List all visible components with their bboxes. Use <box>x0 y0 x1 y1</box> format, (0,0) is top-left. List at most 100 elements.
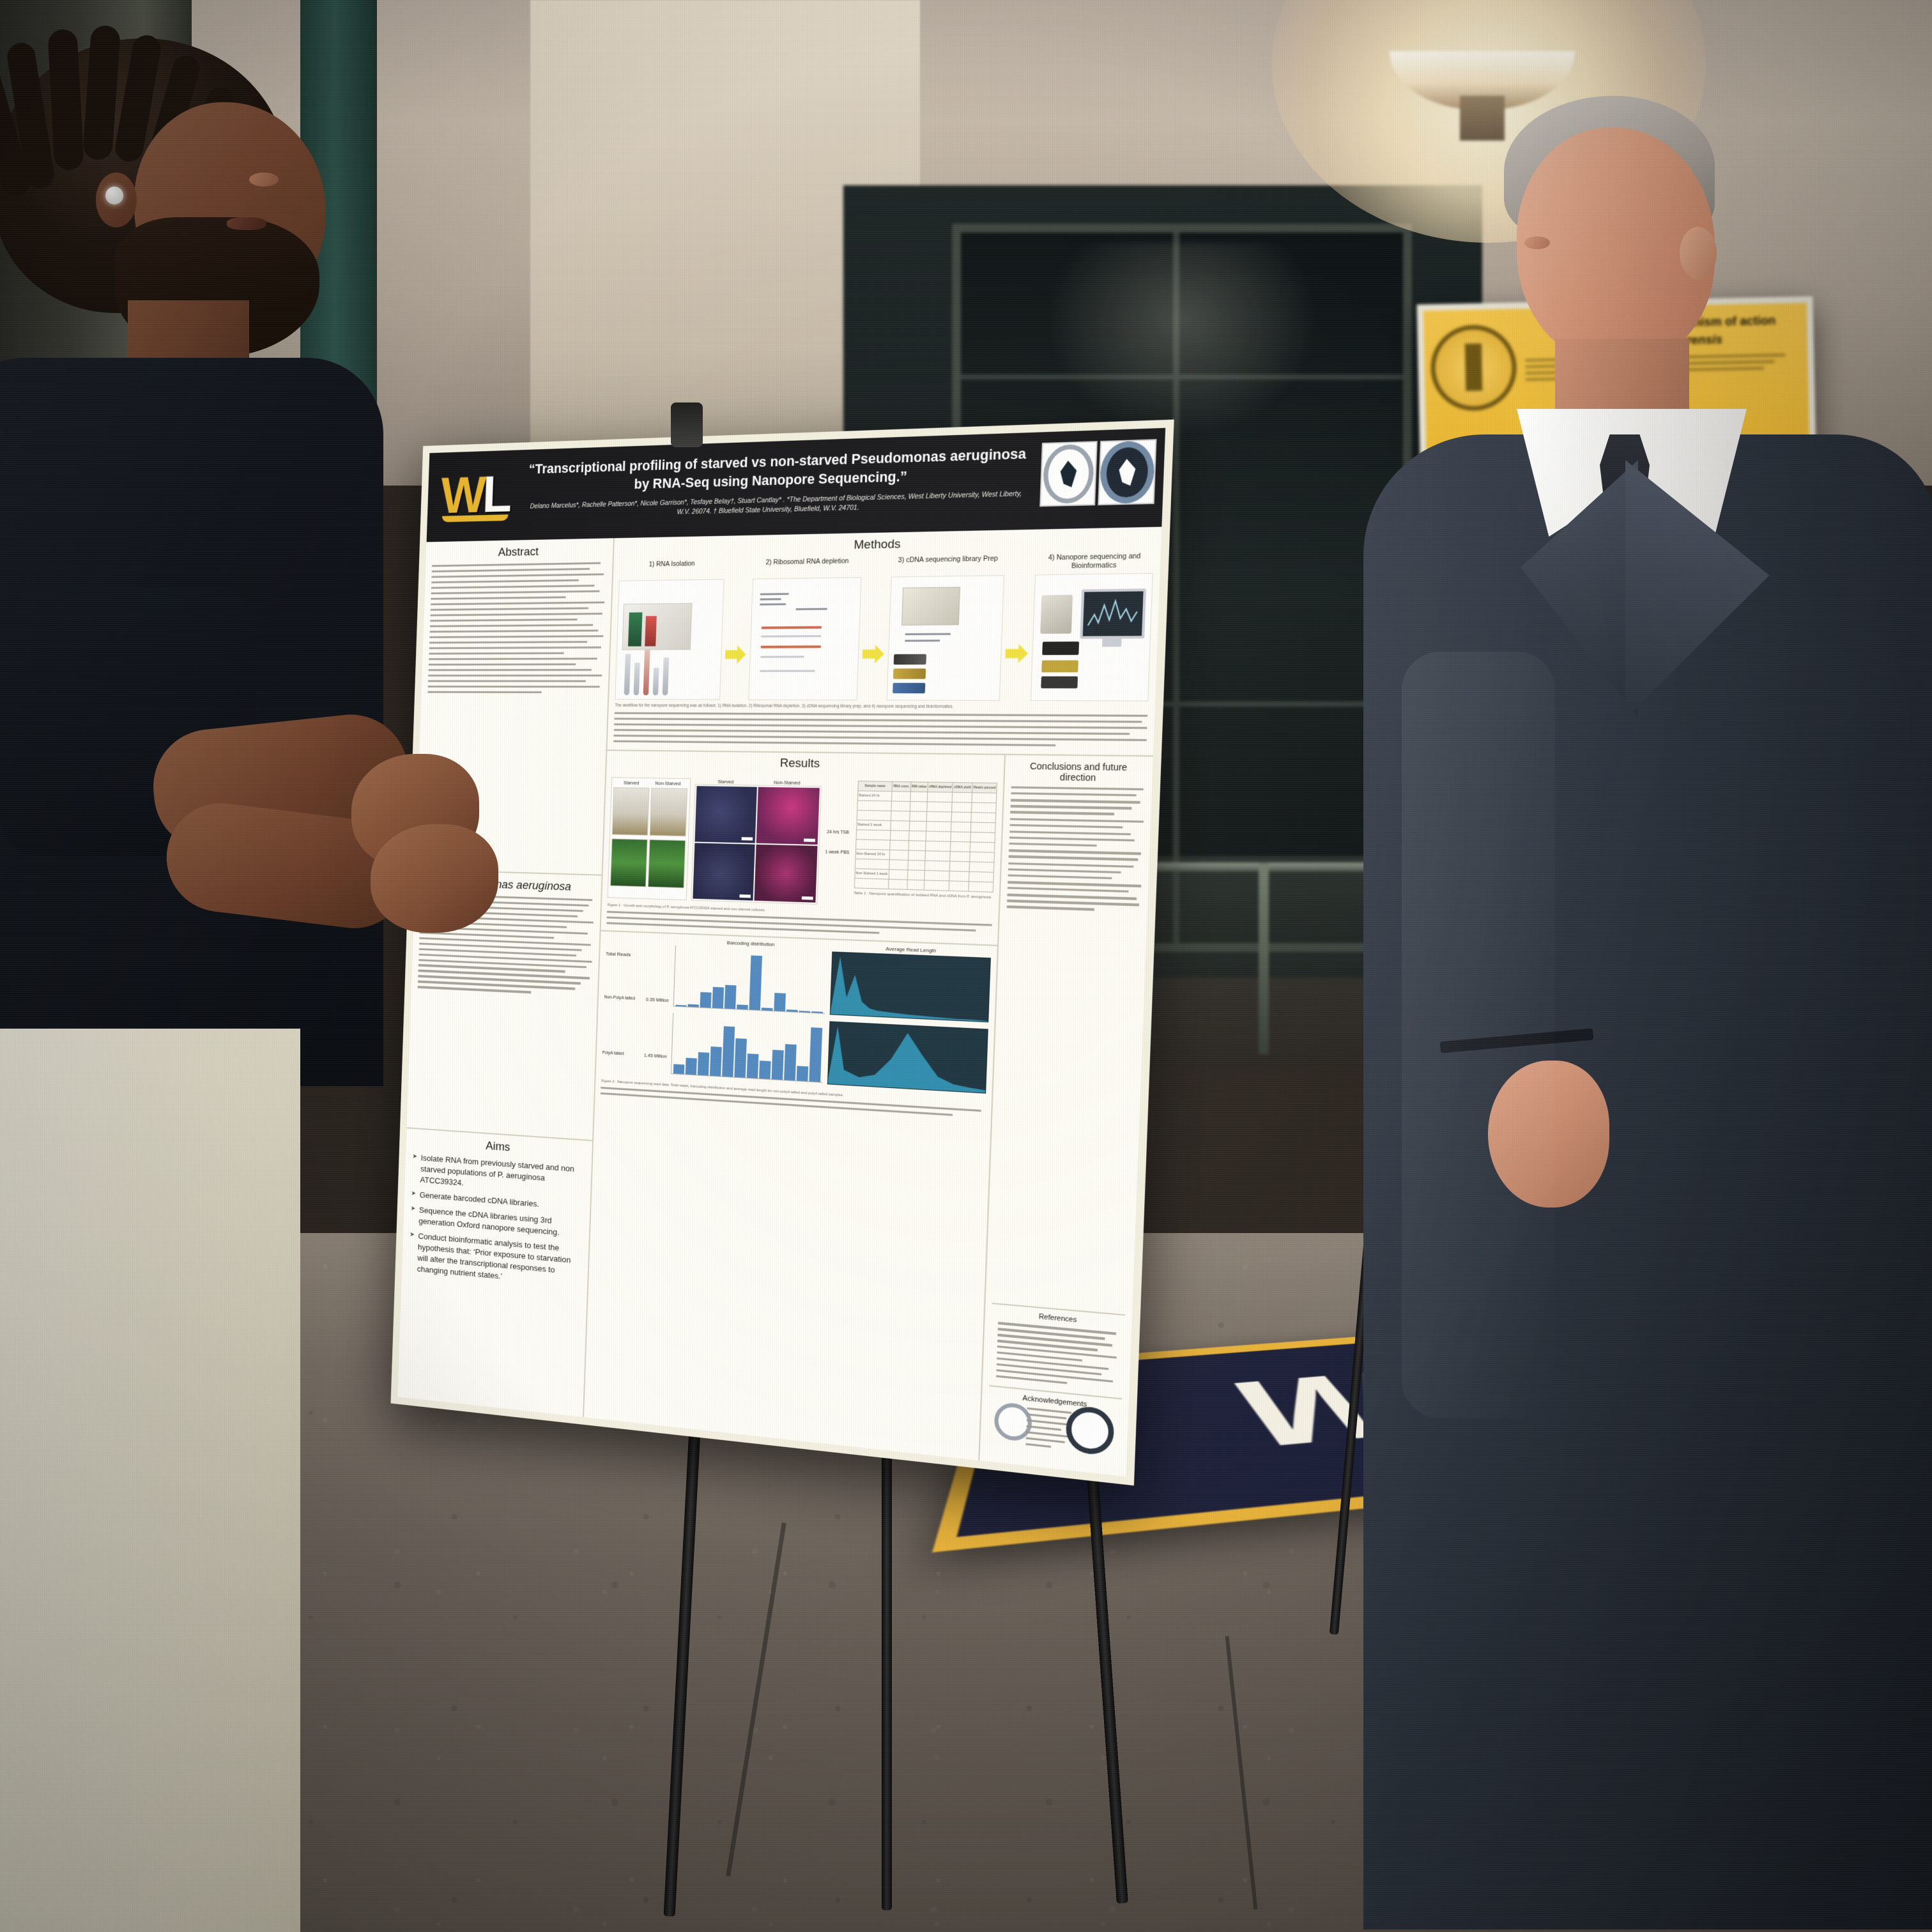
west-liberty-university-seal-icon <box>1039 441 1098 507</box>
presenter-trousers <box>0 1029 300 1932</box>
chart-bar <box>759 1060 771 1079</box>
chart-bar <box>811 1011 824 1013</box>
chart-bar <box>796 1066 809 1082</box>
micro-row-label: 24 hrs TSB <box>827 830 850 836</box>
chart-bar <box>809 1027 823 1082</box>
table-column-header: RIN value <box>910 781 928 792</box>
conclusions-item <box>1006 894 1141 912</box>
chart-bar <box>774 992 786 1011</box>
barcoding-chart-nonpolya <box>673 945 827 1014</box>
acknowledgements-section: Acknowledgements <box>986 1384 1123 1471</box>
barcoding-charts: Barcoding distribution <box>671 938 827 1084</box>
chart-bar <box>762 1007 773 1011</box>
read-row-label: Non-PolyA tailed <box>604 995 635 1002</box>
easel-leg <box>882 1425 892 1910</box>
table-column-header: cDNA yield <box>952 782 972 793</box>
conclusions-item <box>1011 786 1145 797</box>
conclusions-item <box>1010 799 1144 816</box>
conclusions-item <box>1007 881 1142 893</box>
methods-step-label: 3) cDNA sequencing library Prep <box>898 555 999 565</box>
read-length-hist-nonpolya <box>830 951 992 1023</box>
visitor-hand <box>1488 1061 1609 1208</box>
read-length-charts: Average Read Length <box>827 944 992 1094</box>
growth-col-label: Starved <box>623 779 640 786</box>
student-presenter <box>0 24 498 1932</box>
methods-step-label: 2) Ribosomal RNA depletion <box>765 557 849 567</box>
conclusions-column: Conclusions and future direction <box>979 755 1153 1476</box>
conclusions-item <box>1009 818 1144 829</box>
methods-steps: 1) RNA Isolation <box>615 552 1154 702</box>
earring-icon <box>105 187 123 204</box>
chart-bar <box>710 1046 723 1077</box>
read-length-hist-polya <box>827 1021 988 1094</box>
chart-bar <box>799 1010 811 1013</box>
microscopy-figure <box>691 784 822 905</box>
results-heading: Results <box>779 756 820 770</box>
methods-arrow-icon <box>862 643 884 665</box>
chart-bar <box>737 1004 749 1010</box>
methods-caption: The workflow for the nanopore sequencing… <box>613 703 1148 747</box>
chart-bar <box>784 1043 797 1081</box>
methods-step-label: 1) RNA Isolation <box>648 560 695 569</box>
methods-step: 2) Ribosomal RNA depletion <box>747 557 862 701</box>
chart-bar <box>734 1038 747 1078</box>
methods-step-figure <box>615 579 724 700</box>
presenter-nose <box>249 172 279 187</box>
methods-step-figure <box>747 577 862 701</box>
table-column-header: rRNA depleted <box>927 782 953 793</box>
growth-col-label: Non-Starved <box>655 780 681 786</box>
door-light-glow <box>1048 243 1316 434</box>
conclusions-item <box>1008 862 1142 880</box>
poster-body: Abstract Pseudomonas aeruginosa <box>397 526 1162 1477</box>
table-row-group: Starved 1 week <box>856 820 891 831</box>
chart-bar <box>786 1009 798 1012</box>
table-row-group: Starved 24 hr <box>857 790 893 801</box>
conclusions-heading: Conclusions and future direction <box>1029 760 1128 783</box>
results-section: Results Starved Non-Starved <box>584 751 1006 1461</box>
sconce-stem <box>1460 96 1505 141</box>
methods-section: Methods 1) RNA Isolation <box>607 526 1162 757</box>
micro-row-label: 1 week PBS <box>825 850 850 855</box>
methods-step-label: 4) Nanopore sequencing and Bioinformatic… <box>1048 552 1141 571</box>
table-row-group: Non-Starved 1 week <box>854 868 889 880</box>
poster-mid-row: Results Starved Non-Starved <box>584 751 1153 1476</box>
chart-bar <box>687 1004 700 1008</box>
chart-bar <box>675 1004 687 1007</box>
results-table: Sample name RNA conc. RIN value rRNA dep… <box>853 781 997 910</box>
barcoding-chart-polya <box>671 1013 825 1083</box>
poster-right-area: Methods 1) RNA Isolation <box>584 526 1162 1477</box>
read-row-value: 0.35 Million <box>645 997 669 1004</box>
read-row-label: PolyA tailed <box>602 1050 624 1057</box>
chart-bar <box>673 1064 685 1075</box>
methods-arrow-icon <box>1005 642 1029 664</box>
chart-bar <box>686 1058 698 1075</box>
methods-step: 1) RNA Isolation <box>615 560 725 700</box>
table-column-header: Sample name <box>857 781 893 792</box>
methods-step: 4) Nanopore sequencing and Bioinformatic… <box>1030 552 1154 702</box>
chart-bar <box>722 1025 735 1077</box>
presenter-hand <box>371 824 498 933</box>
total-reads-heading: Total Reads <box>605 950 631 958</box>
chart-bar <box>771 1050 785 1080</box>
methods-arrow-icon <box>724 643 746 665</box>
computer-monitor-icon <box>1080 588 1147 640</box>
table-column-header: RNA conc. <box>892 781 911 792</box>
visitor-attendee <box>1325 77 1932 1929</box>
presenter-mouth <box>227 217 266 230</box>
easel-top-clip <box>671 402 703 447</box>
chart-bar <box>724 985 737 1009</box>
methods-step-figure <box>886 575 1004 701</box>
chart-bar <box>698 1052 710 1076</box>
read-row-value: 1.45 Million <box>643 1052 667 1059</box>
visitor-nose <box>1524 236 1550 249</box>
references-section: References <box>989 1303 1126 1399</box>
table-column-header: Reads passed <box>972 783 997 793</box>
visitor-ear <box>1680 227 1717 279</box>
chart-bar <box>700 992 712 1008</box>
results-figures: Starved Non-Starved Starved Non-Starved <box>602 772 1003 913</box>
methods-step-figure <box>1030 573 1153 702</box>
methods-step: 3) cDNA sequencing library Prep <box>886 555 1005 701</box>
